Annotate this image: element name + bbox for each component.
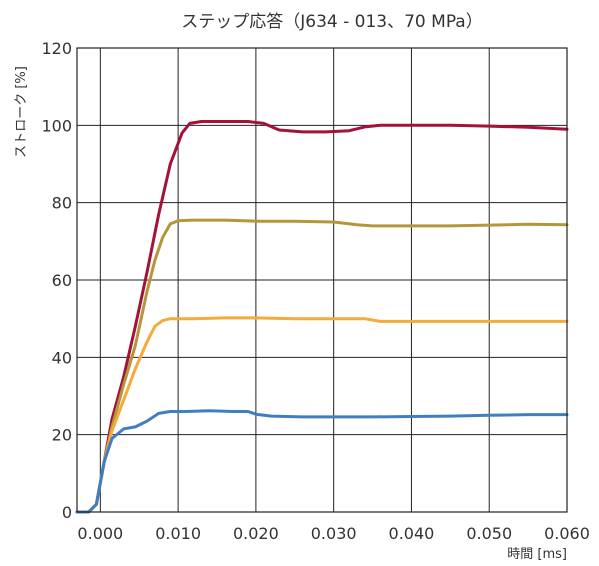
series-line <box>75 409 569 514</box>
x-axis-title: 時間 [ms] <box>507 547 567 562</box>
chart-title: ステップ応答（J634 - 013、70 MPa） <box>181 12 482 32</box>
series-layer <box>75 120 569 514</box>
x-tick-label: 0.000 <box>77 524 123 543</box>
y-tick-label: 80 <box>52 194 72 213</box>
x-tick-label: 0.050 <box>466 524 512 543</box>
x-tick-label: 0.040 <box>389 524 435 543</box>
series-line <box>75 120 569 514</box>
y-axis-ticks: 0 20 40 60 80 100 120 <box>41 39 72 522</box>
x-axis-ticks: 0.000 0.010 0.020 0.030 0.040 0.050 0.060 <box>77 524 589 543</box>
y-tick-label: 40 <box>52 348 72 367</box>
y-tick-label: 0 <box>62 503 72 522</box>
x-tick-label: 0.030 <box>311 524 357 543</box>
y-tick-label: 20 <box>52 426 72 445</box>
series-line <box>75 316 569 514</box>
series-line <box>75 218 569 514</box>
y-tick-label: 100 <box>41 116 72 135</box>
plot-frame <box>76 47 568 513</box>
y-axis-title: ストローク [%] <box>14 66 29 158</box>
y-tick-label: 120 <box>41 39 72 58</box>
x-tick-label: 0.020 <box>233 524 279 543</box>
x-tick-label: 0.060 <box>544 524 590 543</box>
x-tick-label: 0.010 <box>155 524 201 543</box>
y-tick-label: 60 <box>52 271 72 290</box>
